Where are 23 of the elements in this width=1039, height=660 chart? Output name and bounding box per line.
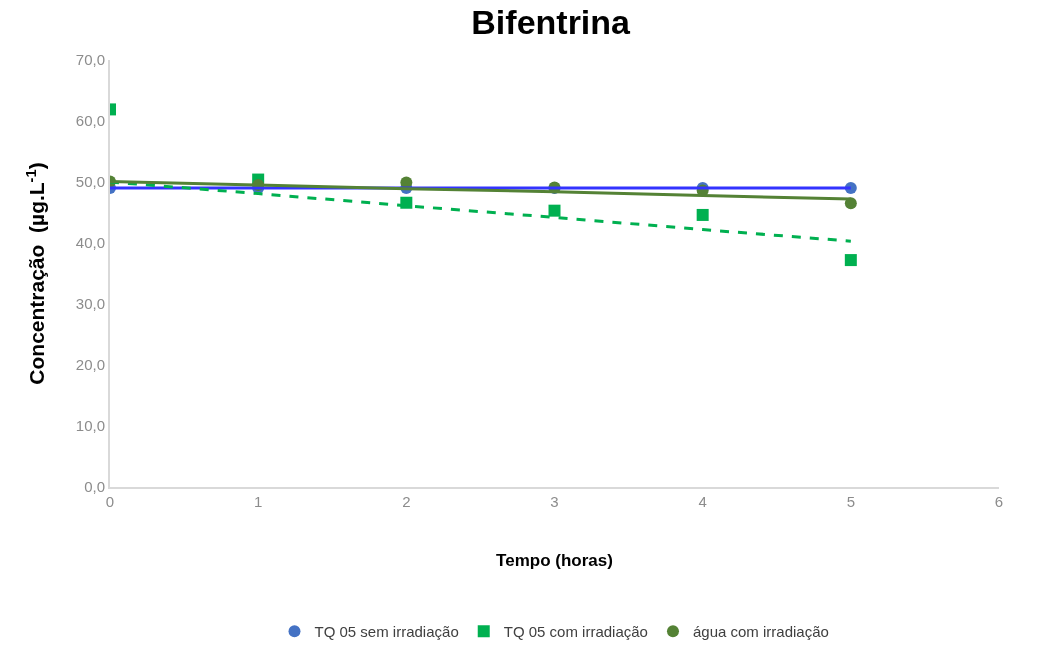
x-tick-label: 2 — [402, 493, 411, 510]
x-tick-label: 3 — [550, 493, 559, 510]
x-tick-label: 1 — [254, 493, 263, 510]
y-tick-label: 60,0 — [75, 112, 105, 130]
x-axis-title: Tempo (horas) — [496, 550, 613, 570]
x-tick-label: 4 — [698, 493, 707, 510]
x-tick-label: 5 — [846, 493, 855, 510]
y-tick-label: 50,0 — [75, 173, 105, 191]
legend-label: TQ 05 sem irradiação — [314, 623, 459, 641]
point — [696, 208, 709, 221]
y-tick-label: 70,0 — [75, 51, 105, 69]
y-tick-label: 40,0 — [75, 234, 105, 252]
legend-label: água com irradiação — [692, 623, 829, 641]
y-tick-label: 30,0 — [75, 295, 105, 313]
point — [844, 254, 857, 267]
y-tick-label: 20,0 — [75, 356, 105, 374]
x-tick-label: 6 — [994, 493, 1004, 510]
point — [548, 204, 561, 217]
chart-title: Bifentrina — [471, 2, 632, 41]
y-tick-label: 0,0 — [84, 478, 105, 496]
legend-label: TQ 05 com irradiação — [503, 623, 648, 641]
y-tick-label: 10,0 — [75, 417, 105, 435]
x-tick-label: 0 — [105, 493, 115, 510]
